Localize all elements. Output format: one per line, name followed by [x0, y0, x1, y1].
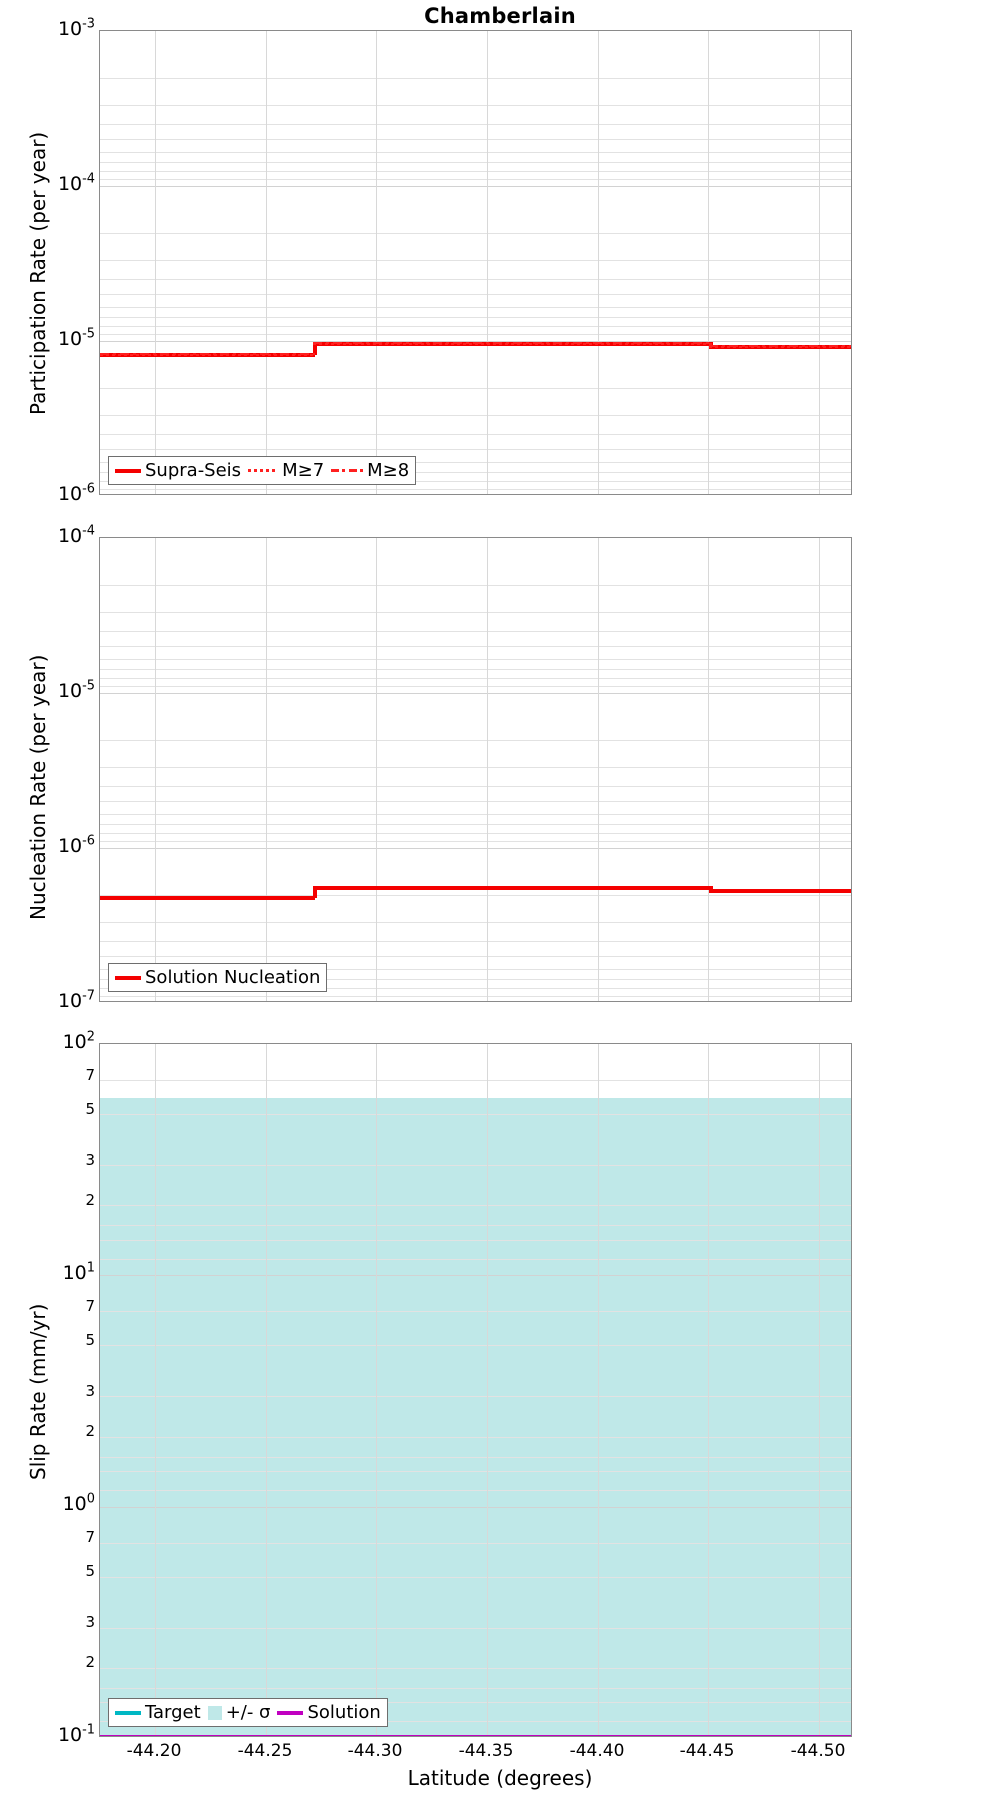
ytick-label: 5 [85, 1331, 95, 1349]
ytick-label: 10-3 [57, 16, 95, 40]
line-solid-icon [277, 1710, 304, 1715]
sigma-band [100, 1098, 851, 1736]
ytick-label: 2 [85, 1653, 95, 1671]
ytick-label: 101 [62, 1260, 95, 1284]
line-dashdot-icon [331, 469, 364, 472]
page-title: Chamberlain [424, 4, 576, 28]
line-solid-icon [115, 1710, 141, 1715]
legend-entry-solution-nucleation[interactable]: Solution Nucleation [115, 967, 320, 988]
legend-panel-slip-rate[interactable]: Target +/- σ Solution [108, 1698, 388, 1727]
ytick-label: 5 [85, 1100, 95, 1118]
band-patch-icon [207, 1705, 222, 1720]
ytick-label: 10-5 [57, 678, 95, 702]
line-dotted-icon [248, 469, 279, 472]
ytick-label: 7 [85, 1066, 95, 1084]
ytick-label: 10-5 [57, 326, 95, 350]
ytick-label: 10-4 [57, 171, 95, 195]
legend-entry-supra-seis[interactable]: Supra-Seis [115, 460, 241, 481]
xtick-label: -44.20 [126, 1741, 182, 1761]
legend-label: M≥8 [367, 460, 410, 481]
legend-entry-m8[interactable]: M≥8 [331, 460, 409, 481]
ytick-label: 102 [62, 1029, 95, 1053]
ytick-label: 2 [85, 1191, 95, 1209]
panel-slip-rate: Target +/- σ Solution [99, 1043, 852, 1737]
ytick-label: 10-1 [57, 1722, 95, 1746]
legend-panel-nucleation[interactable]: Solution Nucleation [108, 963, 328, 992]
legend-label: +/- σ [225, 1702, 271, 1723]
line-solid-icon [115, 975, 141, 980]
grid-panel1 [100, 31, 851, 494]
legend-entry-m7[interactable]: M≥7 [248, 460, 324, 481]
ytick-label: 10-6 [57, 481, 95, 505]
panel-nucleation-rate: Solution Nucleation [99, 537, 852, 1002]
xtick-label: -44.50 [790, 1741, 846, 1761]
legend-label: M≥7 [282, 460, 325, 481]
xtick-label: -44.25 [237, 1741, 293, 1761]
ytick-label: 5 [85, 1562, 95, 1580]
ytick-label: 3 [85, 1382, 95, 1400]
legend-entry-solution[interactable]: Solution [277, 1702, 381, 1723]
xaxis-label: Latitude (degrees) [407, 1766, 593, 1790]
grid-panel2 [100, 538, 851, 1001]
legend-entry-target[interactable]: Target [115, 1702, 201, 1723]
yaxis-label-panel2: Nucleation Rate (per year) [26, 654, 50, 920]
ytick-label: 10-6 [57, 833, 95, 857]
xtick-label: -44.45 [679, 1741, 735, 1761]
yaxis-label-panel3: Slip Rate (mm/yr) [26, 1303, 50, 1480]
xtick-label: -44.35 [458, 1741, 514, 1761]
ytick-label: 3 [85, 1613, 95, 1631]
ytick-label: 2 [85, 1422, 95, 1440]
ytick-label: 7 [85, 1528, 95, 1546]
ytick-label: 7 [85, 1297, 95, 1315]
legend-label: Solution Nucleation [145, 967, 321, 988]
ytick-label: 10-4 [57, 523, 95, 547]
legend-label: Target [145, 1702, 201, 1723]
legend-label: Solution [307, 1702, 381, 1723]
legend-entry-sigma[interactable]: +/- σ [207, 1702, 271, 1723]
ytick-label: 10-7 [57, 988, 95, 1012]
xtick-label: -44.40 [569, 1741, 625, 1761]
yaxis-label-panel1: Participation Rate (per year) [26, 131, 50, 415]
line-solid-icon [115, 468, 141, 473]
legend-panel-participation[interactable]: Supra-Seis M≥7 M≥8 [108, 456, 417, 485]
ytick-label: 100 [62, 1491, 95, 1515]
xtick-label: -44.30 [347, 1741, 403, 1761]
legend-label: Supra-Seis [145, 460, 242, 481]
series-solution [100, 1735, 851, 1736]
panel-participation-rate: Supra-Seis M≥7 M≥8 [99, 30, 852, 495]
ytick-label: 3 [85, 1151, 95, 1169]
